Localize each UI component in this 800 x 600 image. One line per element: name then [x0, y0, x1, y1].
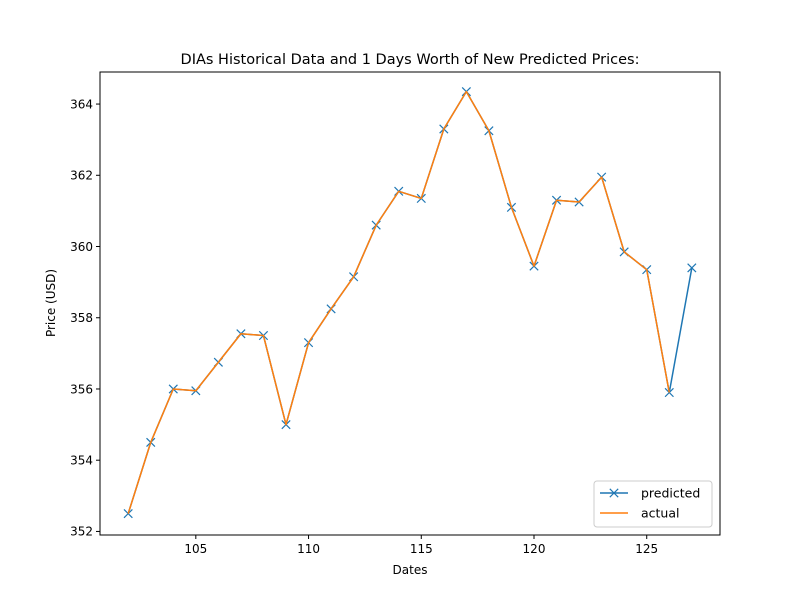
plot-area — [99, 71, 721, 536]
x-tick-label: 115 — [410, 542, 433, 556]
x-axis-label: Dates — [393, 563, 428, 577]
y-tick-label: 354 — [70, 454, 93, 468]
legend-x-marker — [609, 488, 619, 498]
y-tick-label: 364 — [70, 97, 93, 111]
data-point-predicted — [687, 263, 697, 273]
data-point-predicted — [123, 509, 133, 519]
series-actual — [127, 90, 671, 514]
legend-label-actual: actual — [641, 506, 680, 521]
series-layer — [123, 86, 697, 519]
y-axis-label: Price (USD) — [44, 269, 58, 337]
x-tick-label: 110 — [297, 542, 320, 556]
y-axis-ticks: 352 354 356 358 360 362 364 — [70, 97, 100, 539]
x-tick-label: 120 — [523, 542, 546, 556]
y-tick-label: 356 — [70, 382, 93, 396]
data-point-predicted-stroke-b — [687, 263, 697, 273]
legend-marker-predicted — [609, 488, 619, 498]
x-tick-label: 125 — [635, 542, 658, 556]
x-tick-label: 105 — [184, 542, 207, 556]
data-point-predicted-stroke-b — [123, 509, 133, 519]
y-tick-label: 360 — [70, 240, 93, 254]
y-tick-label: 358 — [70, 311, 93, 325]
x-axis-ticks: 105 110 115 120 125 — [184, 535, 658, 556]
series-line-actual — [127, 90, 671, 514]
y-tick-label: 362 — [70, 169, 93, 183]
legend-x-marker-stroke-b — [609, 488, 619, 498]
chart-title: DIAs Historical Data and 1 Days Worth of… — [181, 52, 640, 68]
legend: predicted actual — [593, 480, 713, 528]
y-tick-label: 352 — [70, 525, 93, 539]
legend-label-predicted: predicted — [641, 486, 700, 501]
